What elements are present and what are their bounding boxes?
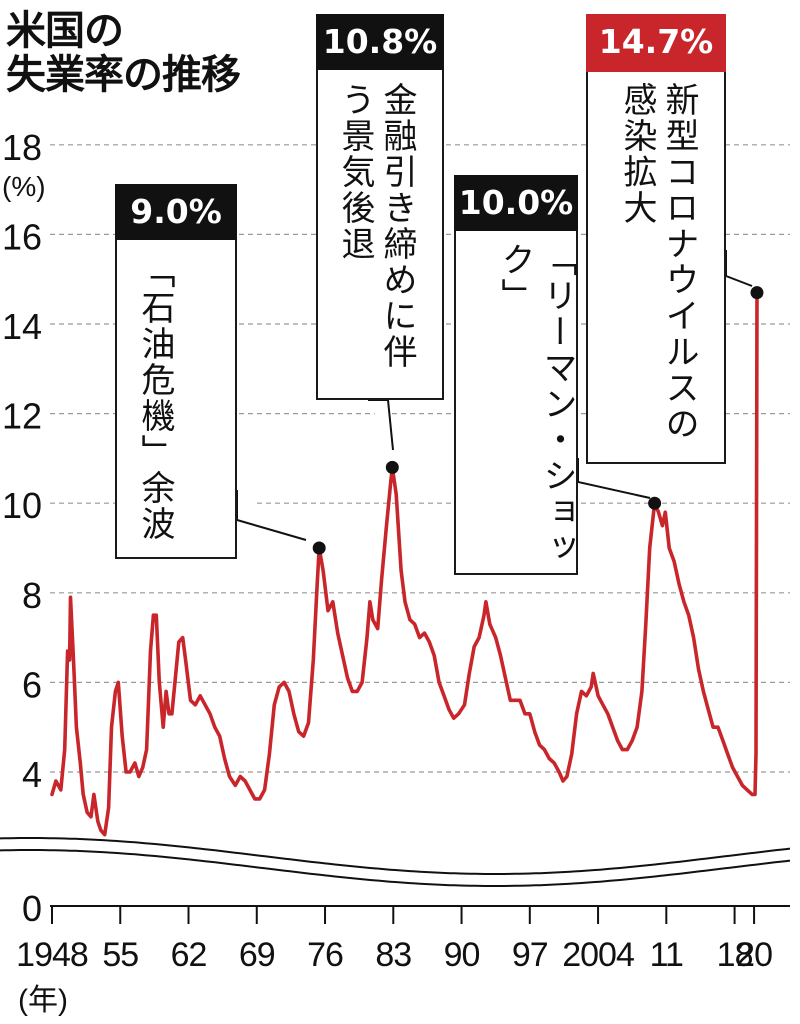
- y-unit-label: (%): [2, 171, 46, 202]
- annotation-box-lehman: [454, 175, 578, 575]
- axis-break-band: [0, 838, 790, 886]
- annotation-value-covid: 14.7%: [586, 14, 726, 72]
- annotation-leader-1: [368, 399, 394, 451]
- axis-break-wave-upper: [0, 837, 791, 875]
- chart-title-line2: 失業率の推移: [6, 52, 241, 98]
- x-tick-label-3: 69: [239, 936, 275, 974]
- series-line-group: [50, 290, 759, 837]
- annotation-leader-2: [577, 458, 651, 499]
- x-tick-label-8: 2004: [562, 936, 634, 974]
- annotation-dot-3: [750, 286, 764, 300]
- annotation-value-oil: 9.0%: [115, 184, 237, 240]
- annotation-text-oil: 「石油危機」余波: [135, 254, 175, 542]
- annotation-text-lehman: 「リーマン・ショック」: [495, 242, 577, 566]
- annotation-text-tightening: 金融引き締めに伴う景気後退: [335, 82, 417, 370]
- annotation-box-oil: [115, 184, 237, 559]
- y-tick-label-18: 18: [2, 127, 42, 168]
- y-tick-label-16: 16: [2, 216, 42, 257]
- annotation-leaders: [236, 250, 764, 555]
- x-tick-label-5: 83: [375, 936, 411, 974]
- axis-break: [0, 837, 791, 887]
- x-tick-label-9: 11: [650, 936, 683, 974]
- y-tick-label-6: 6: [22, 664, 42, 705]
- x-tick-label-4: 76: [307, 936, 343, 974]
- annotation-dot-0: [312, 541, 326, 555]
- annotation-dot-1: [385, 460, 399, 474]
- x-tick-label-0: 1948: [16, 936, 88, 974]
- annotation-text-covid: 新型コロナウイルスの感染拡大: [617, 82, 699, 442]
- chart-title-line1: 米国の: [6, 8, 124, 54]
- x-tick-label-11: 20: [736, 936, 772, 974]
- annotation-box-tightening: [316, 14, 444, 400]
- x-tick-label-10: 18: [717, 936, 753, 974]
- y-tick-label-10: 10: [2, 485, 42, 526]
- series-line: [50, 290, 759, 837]
- x-tick-label-6: 90: [444, 936, 480, 974]
- y-tick-label-8: 8: [22, 575, 42, 616]
- y-tick-label-0: 0: [22, 888, 42, 929]
- x-unit-label: (年): [18, 984, 68, 1017]
- x-tick-label-7: 97: [512, 936, 548, 974]
- y-tick-label-14: 14: [2, 306, 42, 347]
- annotation-value-lehman: 10.0%: [454, 175, 578, 231]
- annotation-box-covid: [586, 14, 726, 464]
- annotation-leader-0: [236, 490, 307, 541]
- x-tick-label-2: 62: [171, 936, 207, 974]
- x-tick-label-1: 55: [102, 936, 138, 974]
- annotation-leader-3: [725, 250, 753, 287]
- axis-break-wave-lower: [0, 849, 791, 887]
- y-tick-label-4: 4: [22, 754, 42, 795]
- annotation-dot-2: [648, 496, 662, 510]
- y-tick-label-12: 12: [2, 396, 42, 437]
- annotation-value-tightening: 10.8%: [316, 14, 444, 70]
